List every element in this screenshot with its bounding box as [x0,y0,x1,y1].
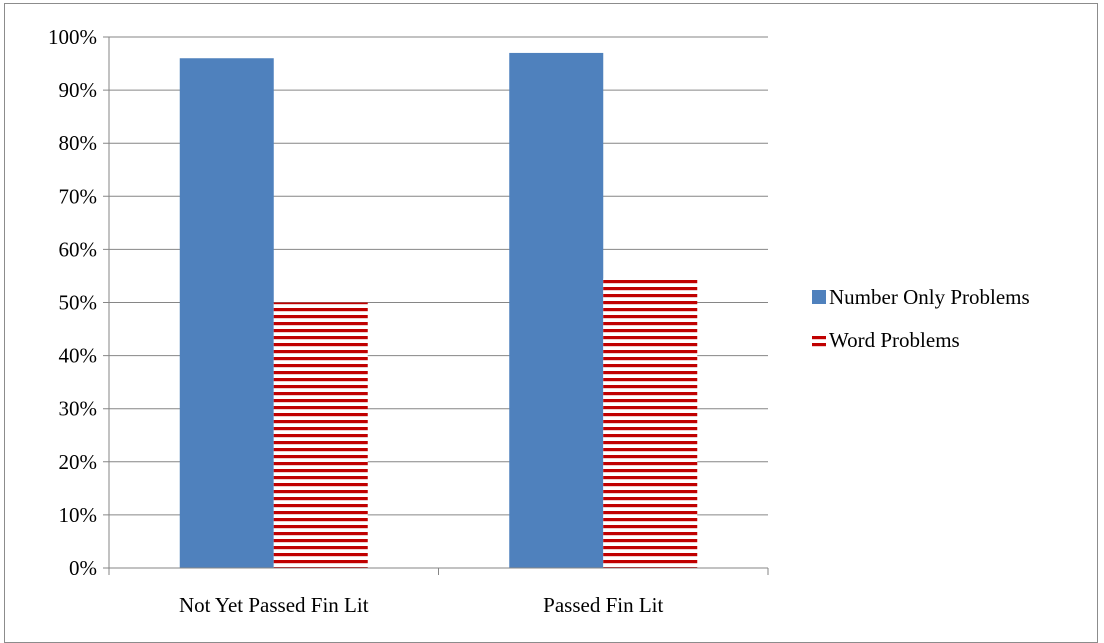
x-tick-label: Passed Fin Lit [543,593,663,617]
bars [179,52,698,569]
y-tick-label: 20% [59,450,98,474]
legend-swatch [812,333,826,347]
y-axis-tick-labels: 0% 10% 20% 30% 40% 50% 60% 70% 80% 90% 100% [48,25,97,580]
y-tick-label: 80% [59,131,98,155]
x-tick-label: Not Yet Passed Fin Lit [179,593,369,617]
legend-label: Number Only Problems [829,285,1030,309]
legend-label: Word Problems [829,328,960,352]
y-tick-label: 0% [69,556,97,580]
y-tick-label: 40% [59,344,98,368]
bar-word-problems [273,302,368,568]
legend: Number Only Problems Word Problems [812,285,1030,352]
bar-word-problems [603,278,698,568]
y-tick-label: 100% [48,25,97,49]
y-tick-label: 60% [59,237,98,261]
bar-chart: 0% 10% 20% 30% 40% 50% 60% 70% 80% 90% 100% Not Ye… [48,25,1030,617]
y-tick-label: 30% [59,397,98,421]
y-tick-label: 10% [59,503,98,527]
axes [108,37,769,575]
x-axis-tick-labels: Not Yet Passed Fin Lit Passed Fin Lit [179,593,664,617]
legend-swatch [812,290,826,304]
bar-number-only-problems [509,52,604,569]
y-tick-label: 70% [59,184,98,208]
y-tick-label: 90% [59,78,98,102]
bar-number-only-problems [179,58,274,569]
y-tick-label: 50% [59,291,98,315]
